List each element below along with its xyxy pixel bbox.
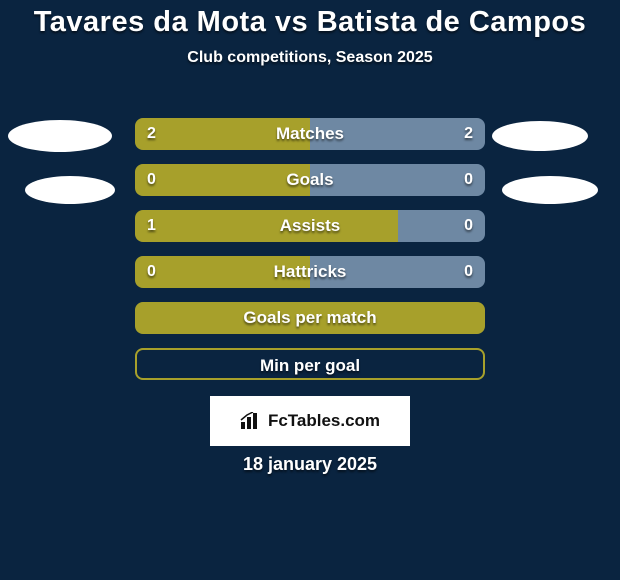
stat-fill-left — [135, 302, 485, 334]
stat-row: Min per goal — [0, 348, 620, 380]
stat-value-right: 0 — [464, 171, 473, 189]
stat-fill-right — [310, 164, 485, 196]
stat-fill-left — [135, 256, 310, 288]
stat-fill-right — [310, 256, 485, 288]
decorative-ellipse — [492, 121, 588, 151]
stat-bar: Assists10 — [135, 210, 485, 242]
stat-value-right: 2 — [464, 125, 473, 143]
stat-fill-right — [310, 118, 485, 150]
stat-bar: Goals00 — [135, 164, 485, 196]
stat-value-right: 0 — [464, 217, 473, 235]
logo-text: FcTables.com — [268, 411, 380, 431]
stat-bar: Min per goal — [135, 348, 485, 380]
decorative-ellipse — [502, 176, 598, 204]
page-subtitle: Club competitions, Season 2025 — [0, 49, 620, 67]
page-title: Tavares da Mota vs Batista de Campos — [0, 0, 620, 39]
stat-row: Goals per match — [0, 302, 620, 334]
stat-value-left: 1 — [147, 217, 156, 235]
decorative-ellipse — [8, 120, 112, 152]
stat-fill-left — [135, 210, 398, 242]
stat-value-left: 0 — [147, 171, 156, 189]
stat-label: Min per goal — [137, 350, 483, 380]
stat-bar: Matches22 — [135, 118, 485, 150]
stat-row: Assists10 — [0, 210, 620, 242]
stat-value-right: 0 — [464, 263, 473, 281]
stat-fill-left — [135, 118, 310, 150]
date-line: 18 january 2025 — [0, 454, 620, 475]
fctables-logo[interactable]: FcTables.com — [210, 396, 410, 446]
stat-bar: Goals per match — [135, 302, 485, 334]
bar-chart-icon — [240, 412, 262, 430]
stat-fill-left — [135, 164, 310, 196]
stat-row: Hattricks00 — [0, 256, 620, 288]
stat-value-left: 0 — [147, 263, 156, 281]
decorative-ellipse — [25, 176, 115, 204]
stat-value-left: 2 — [147, 125, 156, 143]
comparison-bars: Matches22Goals00Assists10Hattricks00Goal… — [0, 118, 620, 394]
stat-bar: Hattricks00 — [135, 256, 485, 288]
